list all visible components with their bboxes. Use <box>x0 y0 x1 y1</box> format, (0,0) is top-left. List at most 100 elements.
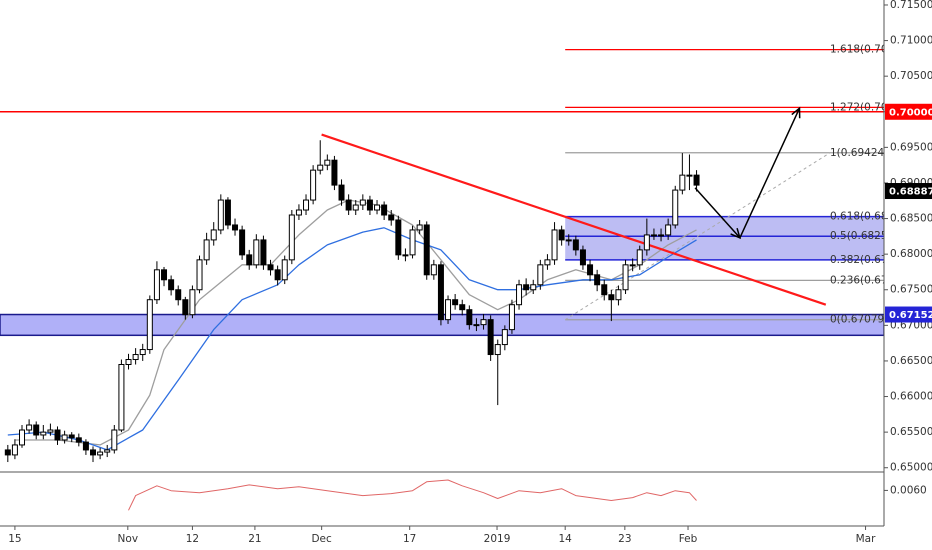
candle-body <box>331 159 338 186</box>
candle-body <box>480 319 487 326</box>
x-tick-label: Feb <box>679 533 698 545</box>
candle-body <box>125 359 132 366</box>
x-tick-label: 21 <box>248 533 261 545</box>
fib-label: 0.5(0.6825 <box>830 230 888 242</box>
candle-body <box>40 431 47 436</box>
fib-label: 1.272(0.700 <box>830 101 894 113</box>
candle-body <box>104 449 111 453</box>
candle-body <box>19 429 26 446</box>
candle-body <box>636 249 643 266</box>
candle-body <box>473 324 480 327</box>
candle-body <box>246 254 253 266</box>
x-tick-label: Nov <box>118 533 139 545</box>
price-axis <box>884 0 932 550</box>
candle-body <box>189 289 196 316</box>
candle-body <box>61 434 68 441</box>
candle-body <box>501 329 508 346</box>
candle-body <box>572 239 579 251</box>
y-tick-label: 0.69500 <box>890 141 932 153</box>
candle-body <box>430 264 437 276</box>
y-tick-label: 0.66500 <box>890 355 932 367</box>
candle-body <box>615 289 622 301</box>
candle-body <box>409 229 416 256</box>
candle-body <box>139 349 146 356</box>
candle-body <box>224 199 231 226</box>
candle-body <box>175 289 182 301</box>
candle-body <box>388 214 395 221</box>
candle-body <box>487 319 494 356</box>
y-tick-label: 0.68000 <box>890 248 932 260</box>
y-tick-label: 0.71500 <box>890 0 932 11</box>
candle-body <box>459 304 466 311</box>
candle-body <box>579 249 586 266</box>
candle-body <box>97 451 104 456</box>
candle-body <box>395 219 402 256</box>
fib-label: 0.618(0.685 <box>830 211 894 223</box>
candle-body <box>437 264 444 321</box>
candle-body <box>26 424 33 431</box>
candle-body <box>295 209 302 216</box>
candle-body <box>601 284 608 296</box>
candle-body <box>629 264 636 267</box>
candle-body <box>146 299 153 351</box>
price-label: 0.70000 <box>889 107 932 118</box>
candle-body <box>565 239 572 242</box>
candle-body <box>537 264 544 286</box>
candle-body <box>203 239 210 261</box>
candle-body <box>658 234 665 237</box>
candle-body <box>281 259 288 281</box>
candle-body <box>161 269 168 281</box>
candle-body <box>558 229 565 241</box>
price-label: 0.67152 <box>889 310 932 321</box>
x-tick-label: Dec <box>311 533 332 545</box>
candle-body <box>217 199 224 231</box>
candle-body <box>650 234 657 237</box>
x-tick-label: 23 <box>618 533 631 545</box>
moving-average <box>7 227 697 451</box>
arrow-head <box>791 106 801 119</box>
candle-body <box>11 444 18 456</box>
candle-body <box>587 264 594 276</box>
candle-body <box>381 204 388 216</box>
candle-body <box>445 299 452 321</box>
candle-body <box>47 429 54 433</box>
candle-body <box>686 174 693 177</box>
candle-body <box>402 254 409 257</box>
fib-diagonal <box>564 152 831 321</box>
candle-body <box>544 259 551 266</box>
candle-body <box>324 159 331 166</box>
candle-body <box>516 284 523 306</box>
candle-body <box>33 424 40 436</box>
indicator-pane <box>128 479 697 511</box>
candle-body <box>239 229 246 256</box>
candle-body <box>210 229 217 241</box>
candle-body <box>232 224 239 231</box>
fib-label: 0.382(0.679 <box>830 254 894 266</box>
candle-body <box>118 364 125 431</box>
candle-body <box>466 309 473 326</box>
x-tick-label: 14 <box>559 533 573 545</box>
candle-body <box>274 269 281 281</box>
candle-body <box>423 224 430 276</box>
y-tick-label: 0.70500 <box>890 70 932 82</box>
candle-body <box>310 169 317 201</box>
y-tick-label: 0.71000 <box>890 35 932 47</box>
y-tick-label: 0.65000 <box>890 462 932 474</box>
y-tick-label: 0.66000 <box>890 391 932 403</box>
candle-body <box>288 214 295 261</box>
price-pane: 1.618(0.708 1.272(0.700 1(0.69424) 0.618(0.… <box>0 44 894 463</box>
candle-body <box>82 441 89 451</box>
candle-body <box>508 304 515 331</box>
candle-body <box>111 429 118 451</box>
x-tick-label: 12 <box>186 533 199 545</box>
candle-body <box>374 204 381 211</box>
candle-body <box>345 199 352 211</box>
candle-body <box>608 294 615 301</box>
candle-body <box>366 199 373 211</box>
candle-body <box>693 174 700 186</box>
candle-body <box>494 344 501 356</box>
candle-body <box>338 184 345 201</box>
candle-body <box>352 204 359 211</box>
